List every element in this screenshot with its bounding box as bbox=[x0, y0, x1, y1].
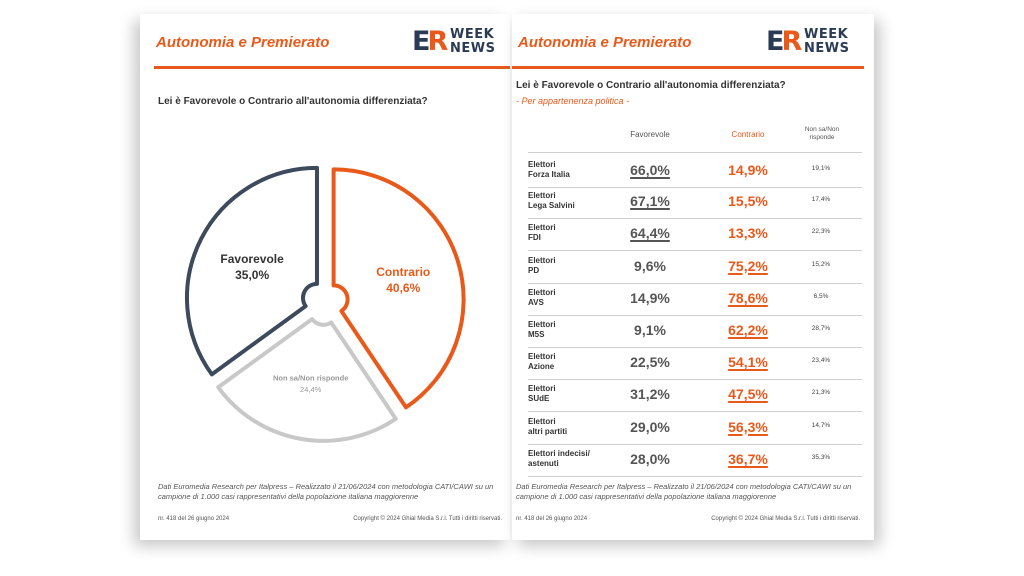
question-subtitle: - Per appartenenza politica - bbox=[516, 96, 630, 106]
contrario-value: 78,6% bbox=[728, 289, 768, 306]
table-row: Elettori SUdE 31,2% 47,5% 21,3% bbox=[528, 377, 862, 413]
non-sa-value: 19,1% bbox=[811, 165, 831, 172]
copyright-text: Copyright © 2024 Ghial Media S.r.l. Tutt… bbox=[711, 516, 860, 522]
contrario-value: 75,2% bbox=[728, 257, 768, 274]
non-sa-value: 22,3% bbox=[811, 228, 831, 236]
favorevole-value: 67,1% bbox=[630, 193, 670, 210]
weeknews-logo: ER WEEK NEWS bbox=[412, 26, 508, 62]
favorevole-value: 31,2% bbox=[630, 386, 670, 403]
table-row: Elettori FDI 64,4% 13,3% 22,3% bbox=[528, 216, 862, 252]
issue-number: nr. 418 del 26 giugno 2024 bbox=[516, 516, 588, 522]
party-label: Elettori Azione bbox=[528, 352, 556, 372]
pie-label: Non sa/Non risponde bbox=[273, 374, 348, 383]
question-title: Lei è Favorevole o Contrario all'autonom… bbox=[516, 80, 786, 91]
pie-slice-non-sa-non-risponde bbox=[216, 317, 398, 443]
contrario-value: 47,5% bbox=[728, 386, 768, 403]
contrario-value: 54,1% bbox=[728, 354, 768, 371]
pie-label: Contrario bbox=[376, 265, 430, 279]
table-row: Elettori PD 9,6% 75,2% 15,2% bbox=[528, 249, 862, 284]
non-sa-value: 17,4% bbox=[811, 196, 831, 204]
party-label: Elettori FDI bbox=[528, 223, 556, 243]
table-row: Elettori Forza Italia 66,0% 14,9% 19,1% bbox=[528, 152, 862, 188]
favorevole-value: 29,0% bbox=[630, 418, 670, 435]
column-header-contrario: Contrario bbox=[731, 130, 765, 139]
pie-value-label: 24,4% bbox=[300, 385, 322, 394]
non-sa-value: 15,2% bbox=[811, 260, 831, 268]
table-row: Elettori Azione 22,5% 54,1% 23,4% bbox=[528, 345, 862, 381]
contrario-value: 13,3% bbox=[728, 225, 768, 242]
column-header-favorevole: Favorevole bbox=[630, 130, 670, 139]
pie-slice-contrario bbox=[331, 167, 466, 410]
logo-wordmark: WEEK NEWS bbox=[804, 27, 850, 56]
table-row: Elettori indecisi/astenuti 28,0% 36,7% 35,3… bbox=[528, 442, 862, 477]
party-label: Elettori Lega Salvini bbox=[528, 191, 575, 211]
table-row: Elettori Lega Salvini 67,1% 15,5% 17,4% bbox=[528, 184, 862, 220]
right-page: Autonomia e Premierato ER WEEK NEWS Lei è… bbox=[512, 14, 874, 540]
favorevole-value: 64,4% bbox=[630, 225, 670, 242]
non-sa-value: 21,3% bbox=[811, 389, 831, 397]
party-label: Elettori M5S bbox=[528, 320, 556, 339]
non-sa-value: 35,3% bbox=[811, 453, 831, 461]
party-label: Elettori Forza Italia bbox=[528, 160, 570, 179]
copyright-text: Copyright © 2024 Ghial Media S.r.l. Tutt… bbox=[353, 516, 502, 522]
non-sa-value: 23,4% bbox=[811, 357, 831, 365]
left-page: Autonomia e Premierato ER WEEK NEWS Lei è… bbox=[140, 14, 510, 540]
column-header-non-sa: Non sa/Non risponde bbox=[804, 126, 840, 141]
logo-wordmark: WEEK NEWS bbox=[450, 27, 496, 56]
table-row: Elettori altri partiti 29,0% 56,3% 14,7% bbox=[528, 410, 862, 445]
non-sa-value: 14,7% bbox=[811, 421, 831, 429]
favorevole-value: 66,0% bbox=[630, 162, 670, 178]
favorevole-value: 28,0% bbox=[630, 450, 670, 467]
section-title: Autonomia e Premierato bbox=[518, 34, 692, 51]
pie-value-label: 35,0% bbox=[235, 268, 269, 282]
weeknews-logo: ER WEEK NEWS bbox=[766, 26, 862, 62]
issue-number: nr. 418 del 26 giugno 2024 bbox=[158, 516, 230, 522]
logo-mark: ER bbox=[766, 26, 802, 57]
party-label: Elettori AVS bbox=[528, 287, 556, 307]
favorevole-value: 14,9% bbox=[630, 289, 670, 306]
contrario-value: 56,3% bbox=[728, 418, 768, 435]
section-title: Autonomia e Premierato bbox=[156, 34, 330, 51]
table-row: Elettori AVS 14,9% 78,6% 6,5% bbox=[528, 281, 862, 316]
favorevole-value: 9,1% bbox=[634, 322, 666, 338]
favorevole-value: 9,6% bbox=[634, 257, 666, 274]
header-rule bbox=[512, 66, 864, 69]
question-title: Lei è Favorevole o Contrario all'autonom… bbox=[158, 96, 428, 107]
party-label: Elettori PD bbox=[528, 255, 556, 275]
party-label: Elettori altri partiti bbox=[528, 416, 568, 436]
non-sa-value: 28,7% bbox=[811, 325, 831, 332]
pie-slice-favorevole bbox=[184, 165, 319, 377]
contrario-value: 36,7% bbox=[728, 450, 768, 467]
contrario-value: 14,9% bbox=[728, 162, 768, 178]
pie-value-label: 40,6% bbox=[386, 281, 420, 295]
header-rule bbox=[154, 66, 510, 69]
non-sa-value: 6,5% bbox=[813, 292, 829, 300]
party-label: Elettori indecisi/astenuti bbox=[528, 448, 590, 468]
pie-label: Favorevole bbox=[220, 252, 284, 266]
footnote: Dati Euromedia Research per Italpress – … bbox=[516, 482, 852, 501]
table-row: Elettori M5S 9,1% 62,2% 28,7% bbox=[528, 313, 862, 348]
contrario-value: 15,5% bbox=[728, 193, 768, 210]
footnote: Dati Euromedia Research per Italpress – … bbox=[158, 482, 494, 501]
contrario-value: 62,2% bbox=[728, 322, 768, 338]
favorevole-value: 22,5% bbox=[630, 354, 670, 371]
party-label: Elettori SUdE bbox=[528, 384, 556, 404]
logo-mark: ER bbox=[412, 26, 448, 57]
pie-chart: Contrario 40,6% Non sa/Non risponde 24,4% Fa… bbox=[184, 165, 466, 443]
